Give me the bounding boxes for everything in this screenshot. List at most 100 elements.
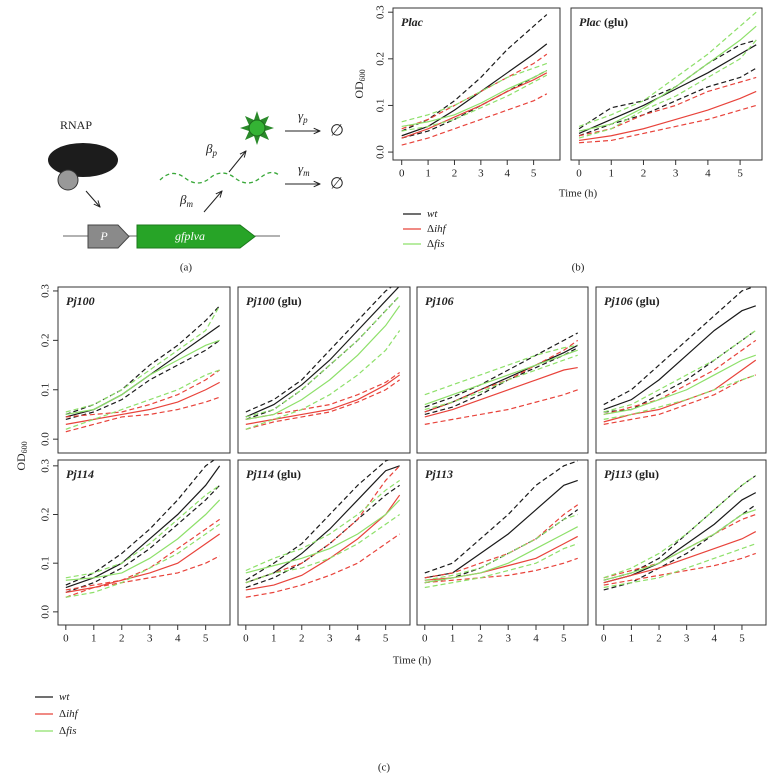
interval-line [424, 509, 579, 584]
x-tick-label: 5 [203, 633, 209, 645]
rnap-label: RNAP [60, 118, 92, 132]
interval-line [245, 371, 400, 420]
degraded-mrna: ∅ [330, 176, 344, 193]
series-line [578, 90, 757, 142]
interval-line [603, 374, 756, 420]
y-tick-label: 0.0 [40, 432, 52, 446]
series-line [603, 354, 756, 416]
gamma-m: γm [298, 161, 310, 178]
interval-line [65, 339, 220, 420]
legend: wt Δihf Δfis [403, 208, 448, 250]
y-tick-label: 0.1 [40, 383, 52, 397]
chart-title: Pj106 (glu) [604, 294, 660, 308]
promoter [87, 224, 130, 249]
interval-line [424, 354, 578, 411]
interval-line [424, 513, 578, 581]
chart-title: Pj113 (glu) [604, 467, 659, 481]
y-tick-label: 0.2 [375, 52, 387, 66]
interval-line [65, 523, 220, 598]
interval-line [401, 74, 548, 132]
plot-area [603, 475, 757, 591]
plot-frame [570, 7, 763, 161]
x-tick-label: 2 [656, 633, 662, 645]
series-line [245, 305, 401, 420]
interval-line [245, 295, 401, 420]
x-tick-label: 3 [684, 633, 690, 645]
promoter-label: P [99, 229, 108, 243]
plot-area [65, 460, 221, 598]
interval-line [245, 460, 391, 581]
series-line [401, 72, 548, 139]
interval-line [578, 11, 757, 127]
series-line [65, 533, 220, 593]
protein [240, 111, 274, 145]
y-tick-label: 0.1 [40, 556, 52, 570]
interval-line [603, 374, 756, 425]
plot-area [578, 11, 757, 144]
interval-line [603, 513, 756, 579]
binding-arrow [85, 190, 100, 207]
x-tick-label: 1 [629, 633, 635, 645]
interval-line [65, 460, 216, 586]
x-tick-label: 4 [533, 633, 539, 645]
series-line [65, 381, 220, 425]
interval-line [245, 379, 400, 430]
interval-line [65, 484, 220, 579]
plot-area [603, 287, 757, 425]
series-line [245, 494, 401, 591]
plot-frame [237, 459, 411, 626]
x-tick-label: 3 [505, 633, 511, 645]
chart-title: Pj113 [425, 467, 453, 481]
interval-line [424, 339, 579, 413]
interval-line [245, 330, 401, 430]
chart: Pj106 (glu) [595, 286, 767, 454]
series-line [65, 465, 221, 589]
chart: Plac (glu) 0 1 2 3 4 5 [570, 7, 763, 180]
interval-line [424, 344, 578, 396]
interval-line [603, 339, 757, 416]
chart: Plac 0.0 0.1 0.2 0.3 0 1 2 3 4 5 OD600 Time (h) [352, 5, 598, 200]
interval-line [603, 543, 756, 589]
interval-line [245, 533, 400, 598]
plot-area [401, 14, 548, 146]
y-tick-label: 0.1 [375, 99, 387, 113]
mrna [159, 171, 281, 184]
plot-frame [392, 7, 561, 161]
chart: Pj114 0.0 0.1 0.2 0.3 0 1 2 3 4 5 [40, 458, 231, 645]
interval-line [424, 504, 579, 579]
x-tick-label: 0 [422, 633, 428, 645]
gene-label: gfplva [175, 229, 205, 243]
x-tick-label: 2 [119, 633, 125, 645]
x-tick-label: 5 [561, 633, 567, 645]
interval-line [424, 543, 578, 589]
legend: wt Δihf Δfis [35, 691, 80, 737]
interval-line [65, 305, 221, 413]
interval-line [65, 369, 220, 430]
y-tick-label: 0.3 [375, 5, 387, 19]
plot-frame [57, 459, 231, 626]
x-tick-label: 4 [504, 168, 510, 180]
plot-frame [416, 459, 589, 626]
x-tick-label: 5 [383, 633, 389, 645]
series-line [245, 287, 400, 418]
interval-line [245, 479, 400, 572]
x-tick-label: 5 [739, 633, 745, 645]
plot-frame [237, 286, 411, 454]
x-tick-label: 3 [147, 633, 153, 645]
series-line [245, 465, 400, 584]
legend-label: Δihf [59, 708, 80, 720]
interval-line [603, 552, 756, 586]
interval-line [401, 14, 548, 132]
interval-line [579, 104, 757, 144]
series-line [401, 69, 548, 128]
chart-title: Pj114 [66, 467, 94, 481]
series-line [603, 359, 757, 423]
x-tick-label: 0 [63, 633, 69, 645]
x-tick-label: 1 [425, 168, 431, 180]
x-tick-label: 1 [450, 633, 456, 645]
chart: Pj114 (glu) 0 1 2 3 4 5 [237, 459, 411, 645]
interval-line [401, 93, 548, 146]
interval-line [603, 329, 757, 413]
legend-label: Δfis [59, 725, 76, 737]
x-tick-label: 4 [175, 633, 181, 645]
